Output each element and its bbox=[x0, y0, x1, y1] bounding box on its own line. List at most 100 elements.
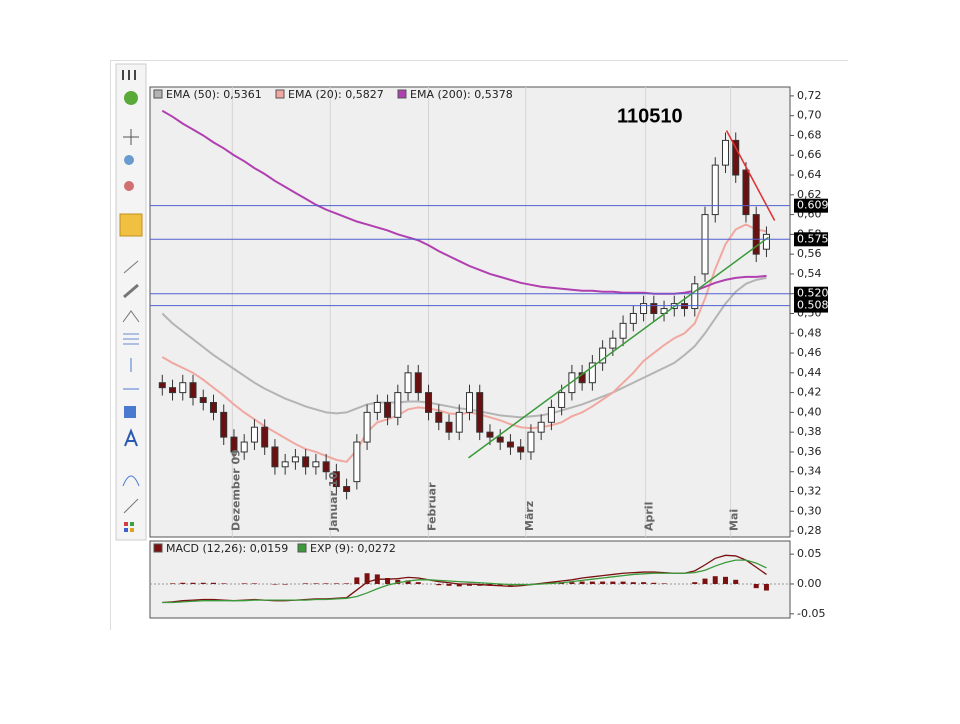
x-tick-label: März bbox=[523, 501, 536, 531]
histogram-bar bbox=[190, 582, 196, 584]
palette-icon[interactable] bbox=[124, 522, 134, 532]
histogram-bar bbox=[702, 578, 708, 584]
y-tick-label: 0,32 bbox=[797, 485, 822, 498]
y-tick-label: 0.00 bbox=[797, 577, 822, 590]
histogram-bar bbox=[333, 583, 339, 584]
legend-label: MACD (12,26): 0,0159 bbox=[166, 542, 288, 555]
candle-body bbox=[373, 401, 381, 413]
y-tick-label: 0,28 bbox=[797, 524, 822, 537]
histogram-bar bbox=[221, 583, 227, 584]
refresh-icon[interactable] bbox=[124, 91, 138, 105]
y-tick-label: 0,72 bbox=[797, 89, 822, 102]
x-tick-label: Januar 10 bbox=[327, 471, 340, 532]
y-tick-label: 0,64 bbox=[797, 168, 822, 181]
layer-icon[interactable] bbox=[119, 213, 143, 237]
histogram-bar bbox=[692, 582, 698, 584]
menu-icon[interactable] bbox=[122, 70, 136, 80]
legend-label: EMA (20): 0,5827 bbox=[288, 88, 384, 101]
text-icon[interactable] bbox=[124, 428, 138, 447]
y-tick-label: 0,36 bbox=[797, 445, 822, 458]
x-tick-label: Dezember 09 bbox=[229, 449, 242, 531]
candle-body bbox=[332, 471, 340, 488]
histogram-bar bbox=[395, 579, 401, 584]
candle-body bbox=[322, 461, 330, 473]
candle-body bbox=[558, 392, 566, 408]
candle-body bbox=[465, 392, 473, 413]
histogram-bar bbox=[497, 583, 503, 586]
candle-body bbox=[732, 139, 740, 176]
plot-area bbox=[149, 86, 791, 538]
candle-body bbox=[752, 214, 760, 255]
candle-body bbox=[414, 372, 422, 394]
price-marker bbox=[794, 232, 828, 247]
histogram-bar bbox=[589, 581, 595, 584]
candle-body bbox=[261, 426, 269, 448]
histogram-bar bbox=[415, 582, 421, 584]
candle-body bbox=[291, 456, 299, 463]
y-tick-label: 0.05 bbox=[797, 547, 822, 560]
rectangle-icon[interactable] bbox=[124, 406, 136, 418]
y-tick-label: 0,40 bbox=[797, 405, 822, 418]
candle-body bbox=[537, 421, 545, 433]
channel-tool-icon[interactable] bbox=[123, 283, 139, 299]
histogram-bar bbox=[344, 583, 350, 584]
candle-body bbox=[711, 164, 719, 216]
candle-body bbox=[506, 441, 514, 448]
zoom-in-icon[interactable] bbox=[124, 155, 134, 165]
fibonacci-icon[interactable] bbox=[123, 333, 139, 345]
legend-swatch bbox=[397, 89, 407, 99]
histogram-bar bbox=[579, 581, 585, 584]
candle-body bbox=[691, 283, 699, 310]
candle-body bbox=[701, 214, 709, 275]
candle-body bbox=[250, 426, 258, 443]
histogram-bar bbox=[641, 582, 647, 584]
histogram-bar bbox=[323, 583, 329, 584]
candle-body bbox=[281, 461, 289, 468]
histogram-bar bbox=[364, 573, 370, 584]
candle-body bbox=[599, 347, 607, 364]
histogram-bar bbox=[354, 577, 360, 584]
histogram-bar bbox=[569, 582, 575, 584]
zoom-out-icon[interactable] bbox=[124, 181, 134, 191]
arc-icon[interactable] bbox=[122, 475, 140, 487]
trend-line bbox=[468, 236, 769, 459]
candle-body bbox=[435, 411, 443, 423]
histogram-bar bbox=[282, 583, 288, 585]
candle-body bbox=[343, 486, 351, 493]
price-marker-label: 0.508 bbox=[797, 299, 829, 312]
price-marker-label: 0.575 bbox=[797, 232, 829, 245]
candle-body bbox=[650, 303, 658, 314]
crosshair-icon[interactable] bbox=[123, 129, 139, 145]
line-tool-icon[interactable] bbox=[123, 260, 139, 274]
histogram-bar bbox=[712, 576, 718, 584]
candle-body bbox=[425, 392, 433, 413]
candle-body bbox=[762, 233, 770, 250]
candle-body bbox=[527, 431, 535, 453]
pen-icon[interactable] bbox=[123, 498, 139, 514]
toolbar bbox=[115, 63, 147, 541]
macd-line bbox=[162, 559, 767, 604]
y-tick-label: -0.05 bbox=[797, 607, 825, 620]
candle-body bbox=[619, 322, 627, 339]
histogram-bar bbox=[251, 583, 257, 584]
ema-line bbox=[161, 223, 767, 463]
histogram-bar bbox=[303, 583, 309, 584]
histogram-bar bbox=[651, 582, 657, 584]
histogram-bar bbox=[763, 583, 769, 591]
candle-body bbox=[169, 387, 177, 394]
histogram-bar bbox=[446, 583, 452, 586]
fan-tool-icon[interactable] bbox=[122, 310, 140, 323]
histogram-bar bbox=[200, 582, 206, 584]
candle-body bbox=[588, 362, 596, 384]
y-tick-label: 0,48 bbox=[797, 326, 822, 339]
legend-label: EXP (9): 0,0272 bbox=[310, 542, 396, 555]
histogram-bar bbox=[610, 581, 616, 584]
candle-body bbox=[517, 446, 525, 453]
histogram-bar bbox=[170, 583, 176, 584]
histogram-bar bbox=[630, 582, 636, 584]
ema-line bbox=[161, 276, 767, 419]
price-marker-label: 0.520 bbox=[797, 287, 829, 300]
candle-body bbox=[609, 337, 617, 349]
y-tick-label: 0,38 bbox=[797, 425, 822, 438]
